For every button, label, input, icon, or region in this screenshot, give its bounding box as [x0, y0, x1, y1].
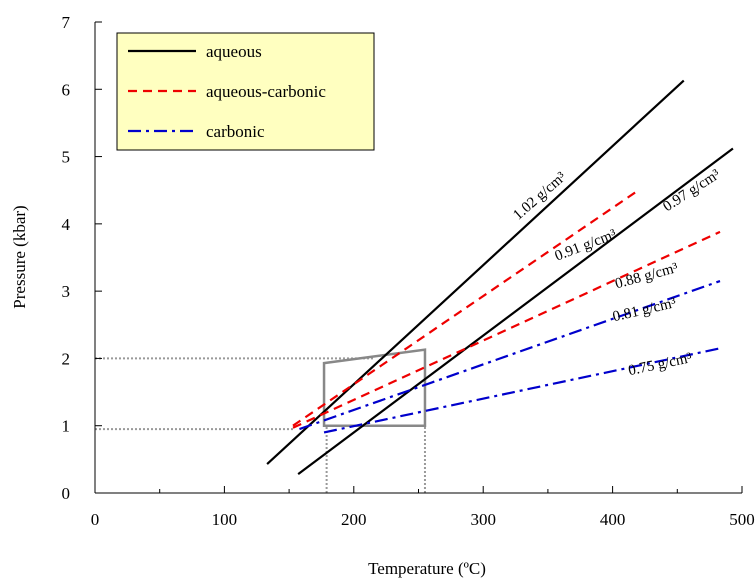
reference-lines — [95, 357, 426, 493]
isochore-line-aqueous — [297, 147, 734, 476]
x-tick-label: 100 — [212, 510, 238, 529]
legend-label: aqueous-carbonic — [206, 82, 326, 101]
x-tick-label: 500 — [729, 510, 755, 529]
pt-box — [322, 348, 427, 427]
isochore-line-aqueous-carbonic — [292, 230, 721, 429]
isochore-line-aqueous-carbonic — [292, 189, 640, 427]
x-axis-label: Temperature (ºC) — [368, 559, 486, 578]
y-tick-label: 2 — [62, 349, 71, 368]
isochore-label: 0.75 g/cm³ — [627, 350, 694, 379]
y-tick-label: 0 — [62, 484, 71, 503]
x-tick-label: 200 — [341, 510, 367, 529]
legend-label: carbonic — [206, 122, 265, 141]
legend-label: aqueous — [206, 42, 262, 61]
y-axis-label: Pressure (kbar) — [10, 205, 29, 308]
y-tick-label: 1 — [62, 417, 71, 436]
axes: 0 100 200 300 400 500 0 1 2 3 4 5 6 7 — [62, 13, 755, 529]
isochore-label: 0.88 g/cm³ — [613, 260, 680, 292]
isochore-line-aqueous — [266, 79, 685, 465]
isochore-label: 0.81 g/cm³ — [611, 295, 678, 325]
pt-box-layer — [322, 348, 427, 427]
y-tick-label: 7 — [62, 13, 71, 32]
isochore-line-carbonic — [299, 280, 721, 431]
x-tick-label: 400 — [600, 510, 626, 529]
isochore-label: 0.97 g/cm³ — [660, 166, 723, 215]
y-tick-label: 4 — [62, 215, 71, 234]
legend: aqueous aqueous-carbonic carbonic — [116, 32, 375, 151]
y-tick-label: 6 — [62, 80, 71, 99]
x-tick-label: 300 — [470, 510, 496, 529]
series-layer — [266, 79, 734, 476]
isochore-line-carbonic — [323, 347, 721, 434]
x-tick-label: 0 — [91, 510, 100, 529]
y-tick-label: 3 — [62, 282, 71, 301]
y-tick-label: 5 — [62, 148, 71, 167]
isochore-label: 1.02 g/cm³ — [510, 169, 570, 224]
